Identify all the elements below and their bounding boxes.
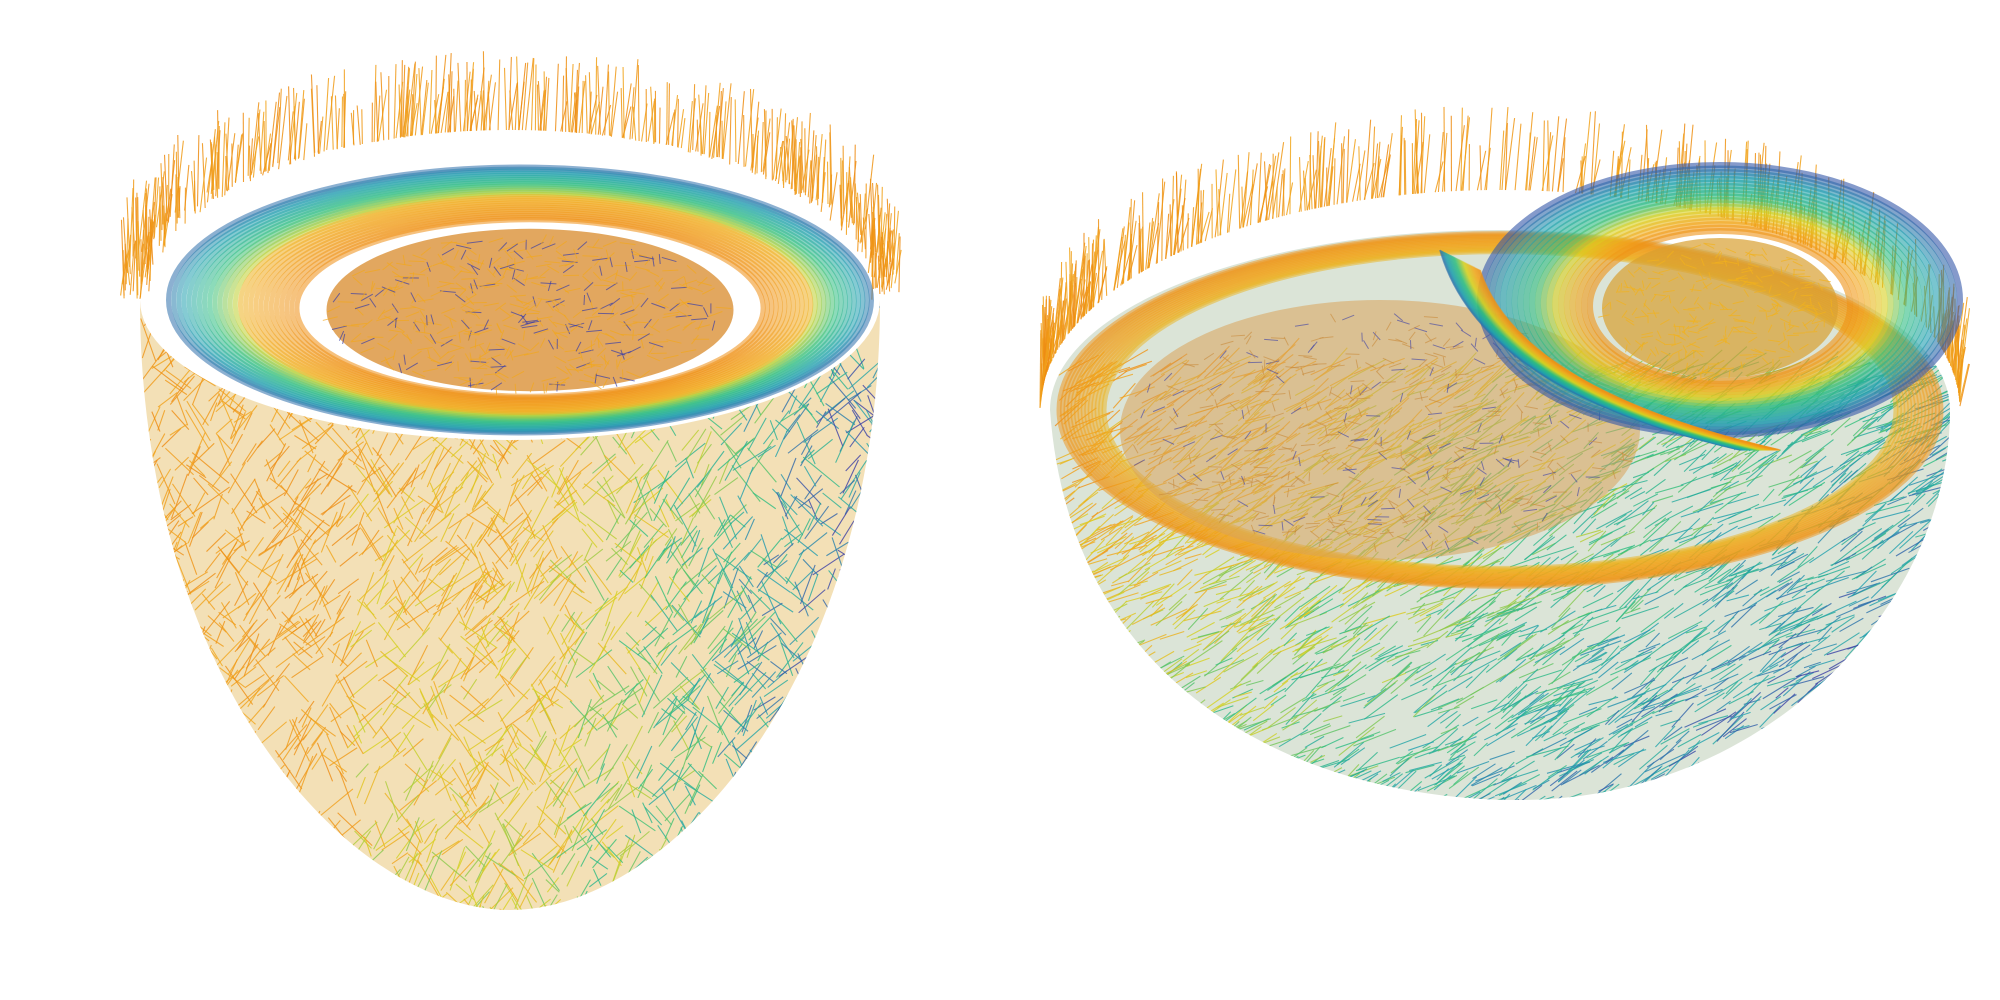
left-cavity-fibers bbox=[322, 234, 732, 396]
right-ventricle-cavity-fibers bbox=[1132, 313, 1636, 553]
septum-fibers bbox=[1439, 249, 1781, 451]
left-ventricle-fiber-render bbox=[120, 51, 902, 910]
left-ventricle-ring bbox=[1477, 162, 1963, 438]
left-ventricle-shell bbox=[140, 300, 880, 910]
biventricle-fiber-render bbox=[1039, 106, 1971, 800]
left-cut-surface bbox=[166, 164, 874, 436]
left-ventricle-cavity-fibers bbox=[1598, 242, 1834, 381]
left-ventricle-panel bbox=[120, 51, 902, 910]
left-rim-spikes bbox=[120, 51, 902, 300]
biventricle-panel bbox=[1000, 0, 2000, 1000]
